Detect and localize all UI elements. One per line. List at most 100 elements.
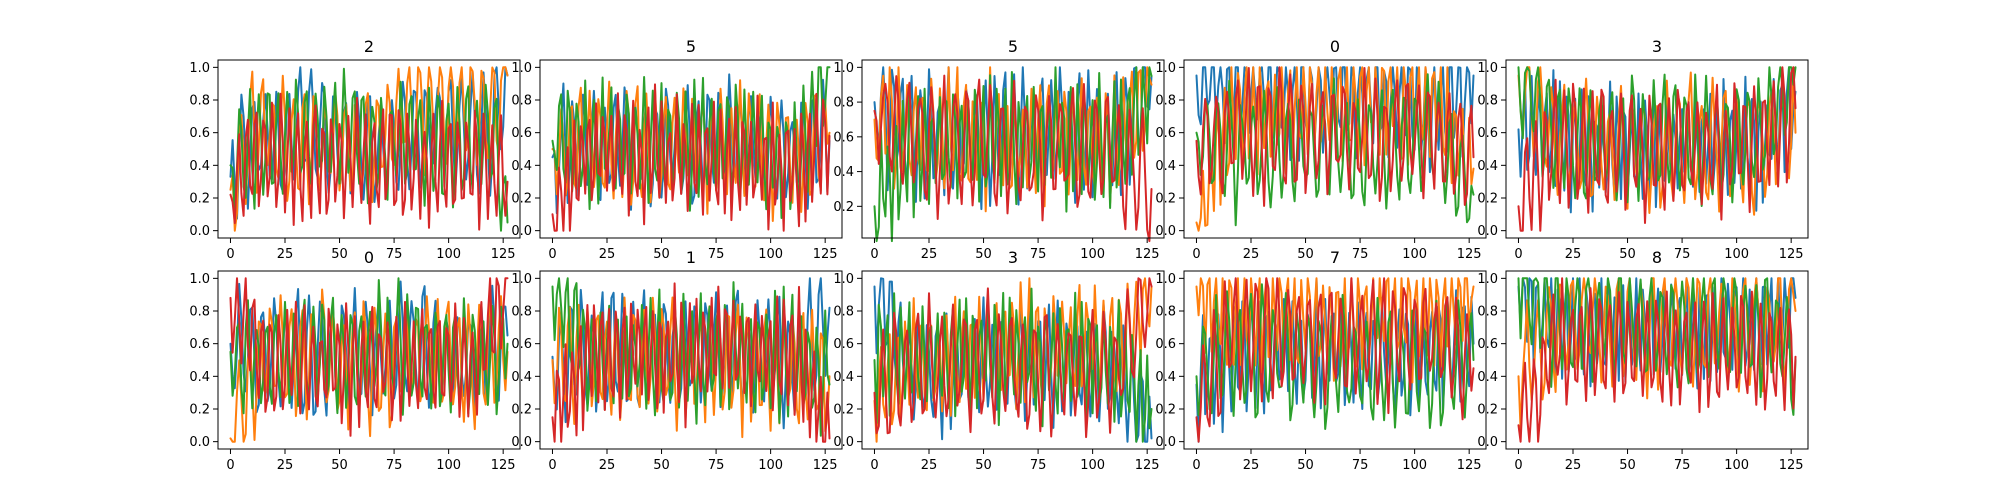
y-tick-label: 0.2 <box>189 402 210 417</box>
series-line-3 <box>551 66 831 219</box>
y-tick-label: 0.8 <box>189 305 210 320</box>
y-tick-label: 0.6 <box>511 126 532 141</box>
subplot-2: 0 25 50 75 100 125 0.0 0.2 0.4 0.6 0.8 1.0 5 <box>511 37 843 262</box>
subplot-title: 0 <box>1330 37 1340 56</box>
x-tick-label: 100 <box>1402 458 1427 473</box>
y-tick-label: 0.8 <box>1477 94 1498 109</box>
x-tick-label: 0 <box>1192 247 1200 262</box>
y-tick-label: 0.4 <box>1155 370 1176 385</box>
axes-frame <box>217 270 521 450</box>
subplot-title: 8 <box>1652 248 1662 267</box>
y-tick-label: 0.8 <box>1155 94 1176 109</box>
x-tick-label: 75 <box>708 458 725 473</box>
x-tick-label: 50 <box>1619 247 1636 262</box>
y-tick-label: 0.4 <box>1477 159 1498 174</box>
x-tick-label: 50 <box>653 458 670 473</box>
y-tick-label: 0.0 <box>511 224 532 239</box>
y-tick-label: 0.2 <box>511 402 532 417</box>
series-line-4 <box>1517 66 1797 232</box>
y-tick-label: 1.0 <box>189 61 210 76</box>
x-tick-label: 50 <box>1297 458 1314 473</box>
y-tick-label: 0.2 <box>1155 191 1176 206</box>
y-tick-label: 1.0 <box>1477 272 1498 287</box>
x-tick-label: 100 <box>1080 247 1105 262</box>
axes-frame <box>539 59 843 239</box>
y-tick-label: 0.8 <box>1155 305 1176 320</box>
y-tick-label: 0.2 <box>1155 402 1176 417</box>
y-tick-label: 0.0 <box>511 435 532 450</box>
y-tick-label: 0.0 <box>1155 224 1176 239</box>
y-tick-label: 0.6 <box>189 126 210 141</box>
x-tick-label: 0 <box>548 458 556 473</box>
x-tick-label: 25 <box>1243 247 1260 262</box>
x-tick-label: 25 <box>1565 247 1582 262</box>
y-tick-label: 1.0 <box>833 61 854 76</box>
subplot-title: 7 <box>1330 248 1340 267</box>
x-tick-label: 0 <box>1514 247 1522 262</box>
x-tick-label: 0 <box>1192 458 1200 473</box>
y-tick-label: 1.0 <box>189 272 210 287</box>
x-tick-label: 75 <box>1030 458 1047 473</box>
y-tick-label: 0.8 <box>833 96 854 111</box>
x-tick-label: 100 <box>1724 458 1749 473</box>
y-tick-label: 0.4 <box>1155 159 1176 174</box>
x-tick-label: 25 <box>921 247 938 262</box>
subplot-4: 0 25 50 75 100 125 0.0 0.2 0.4 0.6 0.8 1.0 0 <box>1155 37 1487 262</box>
series-line-4 <box>1195 66 1475 207</box>
x-tick-label: 25 <box>277 458 294 473</box>
x-tick-label: 100 <box>1724 247 1749 262</box>
y-tick-label: 0.2 <box>833 402 854 417</box>
series-line-4 <box>551 83 831 232</box>
x-tick-label: 100 <box>436 458 461 473</box>
y-tick-label: 0.2 <box>1477 191 1498 206</box>
y-tick-label: 0.2 <box>1477 402 1498 417</box>
y-tick-label: 1.0 <box>1155 272 1176 287</box>
y-tick-label: 0.8 <box>1477 305 1498 320</box>
series-line-4 <box>873 74 1153 243</box>
y-tick-label: 0.4 <box>511 159 532 174</box>
x-tick-label: 0 <box>1514 458 1522 473</box>
y-tick-label: 0.6 <box>1155 126 1176 141</box>
y-tick-label: 0.0 <box>1155 435 1176 450</box>
y-tick-label: 1.0 <box>511 272 532 287</box>
axes-frame <box>861 270 1165 450</box>
axes-frame <box>1183 270 1487 450</box>
x-tick-label: 125 <box>1135 458 1160 473</box>
y-tick-label: 0.8 <box>833 305 854 320</box>
axes-frame <box>217 59 521 239</box>
subplot-5: 0 25 50 75 100 125 0.0 0.2 0.4 0.6 0.8 1.0 3 <box>1477 37 1809 262</box>
x-tick-label: 25 <box>277 247 294 262</box>
y-tick-label: 0.8 <box>511 94 532 109</box>
x-tick-label: 25 <box>599 247 616 262</box>
y-tick-label: 0.0 <box>1477 224 1498 239</box>
series-line-4 <box>229 92 509 231</box>
y-tick-label: 0.4 <box>189 370 210 385</box>
axes-frame <box>861 59 1165 239</box>
y-tick-label: 0.2 <box>189 191 210 206</box>
x-tick-label: 50 <box>1297 247 1314 262</box>
subplot-1: 0 25 50 75 100 125 0.0 0.2 0.4 0.6 0.8 1.0 2 <box>189 37 521 262</box>
subplot-9: 0 25 50 75 100 125 0.0 0.2 0.4 0.6 0.8 1.0 7 <box>1155 248 1487 473</box>
x-tick-label: 125 <box>491 247 516 262</box>
y-tick-label: 1.0 <box>1155 61 1176 76</box>
axes-frame <box>1183 59 1487 239</box>
x-tick-label: 75 <box>708 247 725 262</box>
x-tick-label: 100 <box>1402 247 1427 262</box>
axes-frame <box>539 270 843 450</box>
x-tick-label: 50 <box>653 247 670 262</box>
x-tick-label: 50 <box>975 458 992 473</box>
x-tick-label: 100 <box>436 247 461 262</box>
x-tick-label: 125 <box>1135 247 1160 262</box>
y-tick-label: 0.0 <box>189 224 210 239</box>
x-tick-label: 75 <box>1352 247 1369 262</box>
y-tick-label: 0.6 <box>1477 337 1498 352</box>
y-tick-label: 0.4 <box>511 370 532 385</box>
x-tick-label: 125 <box>813 458 838 473</box>
y-tick-label: 0.6 <box>833 130 854 145</box>
y-tick-label: 0.2 <box>833 200 854 215</box>
y-tick-label: 0.2 <box>511 191 532 206</box>
y-tick-label: 0.0 <box>1477 435 1498 450</box>
x-tick-label: 50 <box>975 247 992 262</box>
x-tick-label: 0 <box>226 247 234 262</box>
x-tick-label: 100 <box>1080 458 1105 473</box>
